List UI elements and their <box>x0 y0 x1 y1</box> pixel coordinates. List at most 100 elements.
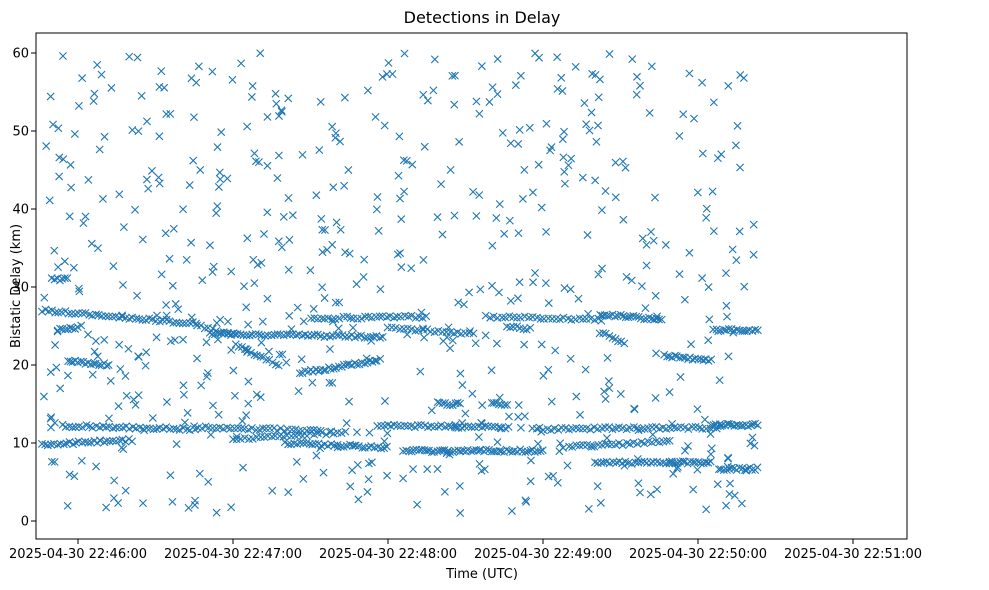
track-point <box>351 441 360 450</box>
track-point <box>594 440 603 449</box>
scatter-point <box>537 340 546 349</box>
scatter-point <box>584 309 593 318</box>
scatter-point <box>564 161 573 170</box>
track-point <box>481 421 490 430</box>
scatter-point <box>195 469 204 478</box>
track-point <box>469 329 478 338</box>
track-point <box>306 425 315 434</box>
y-tick-label: 40 <box>12 203 29 218</box>
scatter-point <box>63 501 72 510</box>
scatter-point <box>187 74 196 83</box>
scatter-point <box>429 86 438 95</box>
track-point <box>108 312 117 321</box>
scatter-point <box>668 419 677 428</box>
scatter-point <box>115 340 124 349</box>
track-point <box>526 446 535 455</box>
track-point <box>618 441 627 450</box>
track-point <box>572 441 581 450</box>
scatter-point <box>693 405 702 414</box>
track-point <box>335 314 344 323</box>
scatter-point <box>693 465 702 474</box>
scatter-point <box>213 143 222 152</box>
scatter-point <box>520 340 529 349</box>
scatter-point <box>153 311 161 320</box>
track-point <box>334 362 343 371</box>
track-point <box>325 427 334 436</box>
scatter-point <box>359 272 368 281</box>
scatter-point <box>731 141 740 150</box>
scatter-point <box>438 230 447 239</box>
scatter-point <box>312 451 321 460</box>
scatter-point <box>458 381 467 390</box>
data-points <box>37 49 762 518</box>
track-point <box>149 425 158 434</box>
track-point <box>521 448 530 457</box>
scatter-point <box>334 324 343 333</box>
scatter-point <box>423 96 432 105</box>
scatter-point <box>365 428 374 437</box>
scatter-point <box>77 321 86 330</box>
scatter-point <box>680 295 689 304</box>
scatter-point <box>367 336 376 345</box>
scatter-point <box>402 156 411 165</box>
scatter-point <box>700 415 709 424</box>
scatter-point <box>541 279 550 288</box>
track-point <box>256 433 265 442</box>
scatter-point <box>47 413 56 422</box>
scatter-point <box>481 331 490 340</box>
scatter-point <box>89 97 98 106</box>
scatter-point <box>681 446 690 455</box>
scatter-point <box>363 86 372 95</box>
scatter-point <box>174 305 183 314</box>
scatter-point <box>698 274 707 283</box>
scatter-point <box>340 93 349 102</box>
track-point <box>310 330 319 339</box>
track-point <box>175 425 184 434</box>
track-point <box>138 315 147 324</box>
track-point <box>172 318 181 327</box>
scatter-point <box>466 327 474 336</box>
track-point <box>175 319 184 328</box>
scatter-point <box>292 457 301 466</box>
scatter-point <box>134 352 143 361</box>
scatter-point <box>506 296 515 305</box>
scatter-point <box>698 78 707 87</box>
scatter-point <box>493 55 502 64</box>
scatter-point <box>217 128 226 137</box>
track-point <box>258 424 267 433</box>
scatter-point <box>243 347 252 356</box>
scatter-point <box>675 270 684 279</box>
scatter-point <box>531 49 540 58</box>
scatter-point <box>55 172 64 181</box>
scatter-point <box>250 149 259 158</box>
track-point <box>657 315 666 324</box>
scatter-point <box>161 229 170 238</box>
track-point <box>78 423 87 432</box>
scatter-point <box>592 137 601 146</box>
scatter-point <box>202 372 211 381</box>
scatter-point <box>243 122 252 131</box>
track-point <box>742 326 751 335</box>
scatter-point <box>619 215 628 224</box>
scatter-point <box>400 49 409 58</box>
scatter-point <box>578 173 587 182</box>
scatter-point <box>179 335 188 344</box>
scatter-point <box>284 265 293 274</box>
track-point <box>108 436 117 445</box>
track-point <box>85 422 94 431</box>
track-point <box>467 423 476 432</box>
scatter-point <box>376 354 385 363</box>
scatter-point <box>593 121 602 130</box>
scatter-point <box>202 338 211 347</box>
scatter-point <box>526 456 535 465</box>
scatter-point <box>183 408 192 417</box>
scatter-point <box>465 288 474 297</box>
scatter-point <box>251 157 260 166</box>
scatter-point <box>534 160 543 169</box>
track-point <box>633 439 642 448</box>
scatter-point <box>558 87 567 96</box>
track-point <box>262 355 271 364</box>
scatter-point <box>396 249 405 258</box>
scatter-point <box>212 508 221 517</box>
scatter-point <box>723 453 732 462</box>
